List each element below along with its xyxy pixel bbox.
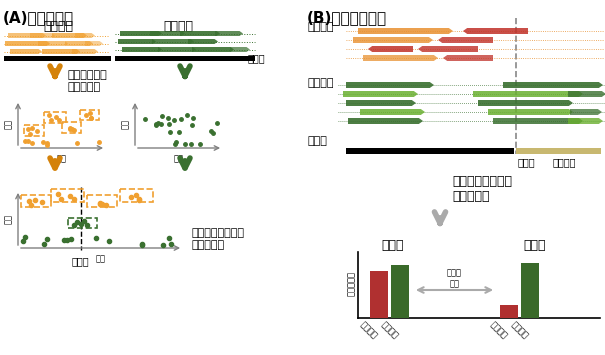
Text: 位置: 位置 — [57, 154, 67, 163]
Polygon shape — [72, 49, 98, 54]
Text: 距離: 距離 — [4, 119, 13, 129]
Text: 距離: 距離 — [121, 119, 130, 129]
Text: ゲノム: ゲノム — [308, 136, 328, 146]
Text: 欠失外: 欠失外 — [382, 239, 404, 252]
Polygon shape — [118, 39, 156, 44]
Polygon shape — [343, 91, 418, 97]
Bar — [500, 305, 518, 318]
Text: 位置: 位置 — [96, 254, 105, 263]
Polygon shape — [418, 46, 478, 52]
Polygon shape — [438, 37, 493, 43]
Polygon shape — [346, 82, 434, 88]
Text: がん細胞のみ
クラスタ化: がん細胞のみ クラスタ化 — [68, 70, 108, 92]
Polygon shape — [363, 55, 438, 61]
Polygon shape — [353, 37, 433, 43]
Polygon shape — [85, 41, 103, 46]
Polygon shape — [188, 39, 218, 44]
Text: ゲノム: ゲノム — [248, 53, 266, 63]
Text: 距離: 距離 — [4, 214, 13, 224]
Polygon shape — [360, 109, 425, 115]
Bar — [115, 56, 255, 61]
Bar — [521, 263, 539, 318]
Polygon shape — [42, 49, 80, 54]
Bar — [391, 265, 409, 318]
Text: がん細胞: がん細胞 — [308, 22, 335, 32]
Text: がん細胞: がん細胞 — [359, 320, 379, 340]
Polygon shape — [358, 28, 453, 34]
Text: がん細胞: がん細胞 — [488, 320, 509, 340]
Text: (B)向き付き深度: (B)向き付き深度 — [307, 10, 387, 25]
Polygon shape — [230, 47, 250, 52]
Polygon shape — [463, 28, 528, 34]
Text: 欠失内: 欠失内 — [524, 239, 546, 252]
Text: 正常細胞: 正常細胞 — [509, 320, 530, 340]
Polygon shape — [75, 33, 95, 38]
Polygon shape — [503, 82, 603, 88]
Polygon shape — [568, 91, 605, 97]
Polygon shape — [443, 55, 493, 61]
Bar — [370, 271, 388, 318]
Polygon shape — [473, 91, 583, 97]
Polygon shape — [52, 33, 87, 38]
Polygon shape — [493, 118, 583, 124]
Polygon shape — [30, 33, 55, 38]
Polygon shape — [368, 46, 413, 52]
Polygon shape — [158, 47, 196, 52]
Polygon shape — [180, 31, 220, 36]
Text: 正常細胞: 正常細胞 — [379, 320, 400, 340]
Polygon shape — [8, 33, 46, 38]
Text: 左向き深度: 左向き深度 — [347, 271, 356, 295]
Polygon shape — [152, 39, 194, 44]
Text: 変異点: 変異点 — [72, 256, 90, 266]
Polygon shape — [348, 118, 423, 124]
Text: 異常個所の比較、
変異点検出: 異常個所の比較、 変異点検出 — [192, 228, 245, 250]
Polygon shape — [38, 41, 68, 46]
Text: 変異候補点前後の
統計的比較: 変異候補点前後の 統計的比較 — [452, 175, 512, 203]
Polygon shape — [10, 49, 42, 54]
Polygon shape — [122, 47, 162, 52]
Text: 欠失領域: 欠失領域 — [552, 157, 576, 167]
Polygon shape — [488, 109, 573, 115]
Text: がん細胞: がん細胞 — [43, 20, 73, 33]
Text: 正常細胞: 正常細胞 — [308, 78, 335, 88]
Text: 正常細胞: 正常細胞 — [163, 20, 193, 33]
Polygon shape — [568, 118, 603, 124]
Text: 統計的
比較: 統計的 比較 — [447, 269, 462, 288]
Polygon shape — [65, 41, 93, 46]
Polygon shape — [5, 41, 50, 46]
Text: 変異点: 変異点 — [518, 157, 535, 167]
Polygon shape — [215, 31, 243, 36]
Text: 位置: 位置 — [174, 154, 184, 163]
Polygon shape — [120, 31, 162, 36]
Bar — [346, 148, 514, 154]
Polygon shape — [346, 100, 416, 106]
Polygon shape — [192, 47, 234, 52]
Text: (A)非対称比較: (A)非対称比較 — [3, 10, 74, 25]
Bar — [516, 148, 601, 154]
Polygon shape — [478, 100, 573, 106]
Polygon shape — [150, 31, 185, 36]
Bar — [4, 56, 111, 61]
Polygon shape — [570, 109, 602, 115]
